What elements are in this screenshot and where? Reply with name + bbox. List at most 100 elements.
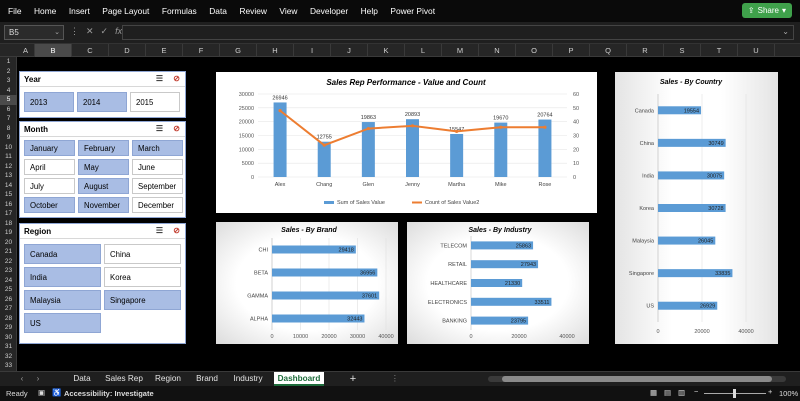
slicer-item-2015[interactable]: 2015 [130, 92, 180, 112]
row-header[interactable]: 7 [6, 115, 11, 122]
accessibility-status[interactable]: Accessibility: Investigate [64, 389, 154, 398]
row-header[interactable]: 29 [4, 324, 13, 331]
row-header[interactable]: 1 [6, 58, 11, 65]
row-header[interactable]: 32 [4, 352, 13, 360]
menu-power-pivot[interactable]: Power Pivot [390, 6, 436, 16]
row-header[interactable]: 23 [4, 267, 13, 274]
row-header[interactable]: 25 [4, 286, 13, 293]
slicer-item-china[interactable]: China [104, 244, 181, 264]
menu-formulas[interactable]: Formulas [161, 6, 197, 16]
menu-help[interactable]: Help [360, 6, 378, 16]
row-header[interactable]: 12 [4, 162, 13, 170]
slicer-item-malaysia[interactable]: Malaysia [24, 290, 101, 310]
column-header[interactable]: M [442, 44, 479, 57]
multi-select-icon[interactable]: ☰ [155, 74, 163, 83]
fx-icon[interactable]: fx [115, 26, 123, 36]
column-header[interactable]: Q [590, 44, 627, 57]
column-header[interactable]: F [183, 44, 220, 57]
column-header[interactable]: K [368, 44, 405, 57]
row-header[interactable]: 16 [4, 200, 13, 208]
row-header[interactable]: 26 [4, 295, 13, 303]
clear-filter-icon[interactable]: ⊘ [173, 124, 180, 133]
tab-region[interactable]: Region [155, 374, 181, 383]
tab-split-handle[interactable]: ⋮ [390, 374, 400, 383]
row-header[interactable]: 14 [4, 181, 13, 189]
menu-developer[interactable]: Developer [309, 6, 349, 16]
slicer-item-canada[interactable]: Canada [24, 244, 101, 264]
zoom-slider[interactable] [704, 389, 766, 398]
tab-dashboard[interactable]: Dashboard [274, 372, 324, 386]
column-header[interactable]: T [701, 44, 738, 57]
row-header[interactable]: 8 [6, 124, 11, 132]
row-header[interactable]: 4 [6, 86, 11, 94]
row-header[interactable]: 20 [4, 238, 13, 246]
slicer-item-2013[interactable]: 2013 [24, 92, 74, 112]
column-header[interactable]: I [294, 44, 331, 57]
scrollbar-thumb[interactable] [502, 376, 772, 382]
slicer-item-singapore[interactable]: Singapore [104, 290, 181, 310]
slicer-item-may[interactable]: May [78, 159, 129, 175]
row-header[interactable]: 19 [4, 229, 13, 236]
row-header[interactable]: 13 [4, 172, 13, 179]
row-header[interactable]: 22 [4, 257, 13, 265]
menu-home[interactable]: Home [34, 6, 57, 16]
multi-select-icon[interactable]: ☰ [155, 124, 163, 133]
column-header[interactable]: P [553, 44, 590, 57]
scroll-right-icon[interactable]: › [36, 374, 40, 383]
industry-chart[interactable]: Sales - By Industry 0 20000 40000 25863 TELEC… [407, 222, 589, 344]
slicer-item-december[interactable]: December [132, 197, 183, 213]
slicer-item-2014[interactable]: 2014 [77, 92, 127, 112]
column-header[interactable]: N [479, 44, 516, 57]
formula-input[interactable]: ⌄ [122, 25, 794, 40]
column-header[interactable]: G [220, 44, 257, 57]
share-button[interactable]: ⇪ Share ▾ [741, 3, 792, 18]
row-header[interactable]: 9 [6, 134, 11, 141]
menu-page-layout[interactable]: Page Layout [102, 6, 150, 16]
cancel-icon[interactable]: ✕ [86, 26, 94, 36]
column-header[interactable]: O [516, 44, 553, 57]
row-header[interactable]: 31 [4, 343, 13, 350]
menu-data[interactable]: Data [209, 6, 227, 16]
slicer-item-july[interactable]: July [24, 178, 75, 194]
row-header[interactable]: 21 [4, 248, 13, 255]
region-slicer[interactable]: Region ☰ ⊘ Canada China India Korea Malaysia… [19, 223, 186, 344]
column-header[interactable]: C [72, 44, 109, 57]
country-chart[interactable]: Sales - By Country 0 20000 40000 19554 Canada… [615, 72, 778, 344]
zoom-in-icon[interactable]: + [768, 387, 773, 396]
row-header[interactable]: 28 [4, 314, 13, 322]
name-box[interactable]: B5 ⌄ [4, 25, 64, 40]
row-header[interactable]: 33 [4, 362, 13, 369]
slicer-item-november[interactable]: November [78, 197, 129, 213]
sales-rep-chart[interactable]: Sales Rep Performance - Value and Count 0… [216, 72, 597, 213]
column-header[interactable]: E [146, 44, 183, 57]
add-sheet-button[interactable]: + [349, 373, 357, 385]
chevron-down-icon[interactable]: ⌄ [782, 27, 789, 36]
column-header[interactable]: S [664, 44, 701, 57]
row-header[interactable]: 15 [4, 191, 13, 198]
column-header[interactable]: A [17, 44, 35, 57]
menu-file[interactable]: File [8, 6, 22, 16]
slicer-item-april[interactable]: April [24, 159, 75, 175]
slicer-item-october[interactable]: October [24, 197, 75, 213]
column-header[interactable]: J [331, 44, 368, 57]
multi-select-icon[interactable]: ☰ [155, 226, 163, 235]
column-header[interactable]: U [738, 44, 775, 57]
row-header[interactable]: 30 [4, 333, 13, 341]
column-header[interactable]: R [627, 44, 664, 57]
column-header[interactable]: D [109, 44, 146, 57]
scroll-left-icon[interactable]: ‹ [20, 374, 24, 383]
row-header[interactable]: 27 [4, 305, 13, 312]
zoom-out-icon[interactable]: − [694, 387, 699, 396]
slicer-item-korea[interactable]: Korea [104, 267, 181, 287]
row-header[interactable]: 17 [4, 210, 13, 217]
tab-industry[interactable]: Industry [233, 374, 263, 383]
slicer-item-us[interactable]: US [24, 313, 101, 333]
enter-icon[interactable]: ✓ [100, 26, 109, 36]
normal-view-icon[interactable]: ▦ [650, 388, 658, 397]
horizontal-scrollbar[interactable] [488, 376, 786, 382]
year-slicer[interactable]: Year ☰ ⊘ 2013 2014 2015 [19, 71, 186, 118]
zoom-slider-thumb[interactable] [733, 389, 736, 398]
row-header[interactable]: 6 [6, 105, 11, 113]
clear-filter-icon[interactable]: ⊘ [173, 74, 180, 83]
row-header[interactable]: 24 [4, 276, 13, 284]
